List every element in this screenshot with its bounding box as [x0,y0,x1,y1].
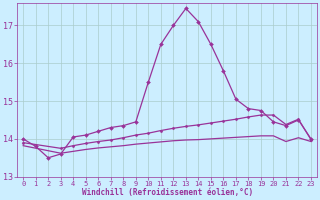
X-axis label: Windchill (Refroidissement éolien,°C): Windchill (Refroidissement éolien,°C) [82,188,253,197]
